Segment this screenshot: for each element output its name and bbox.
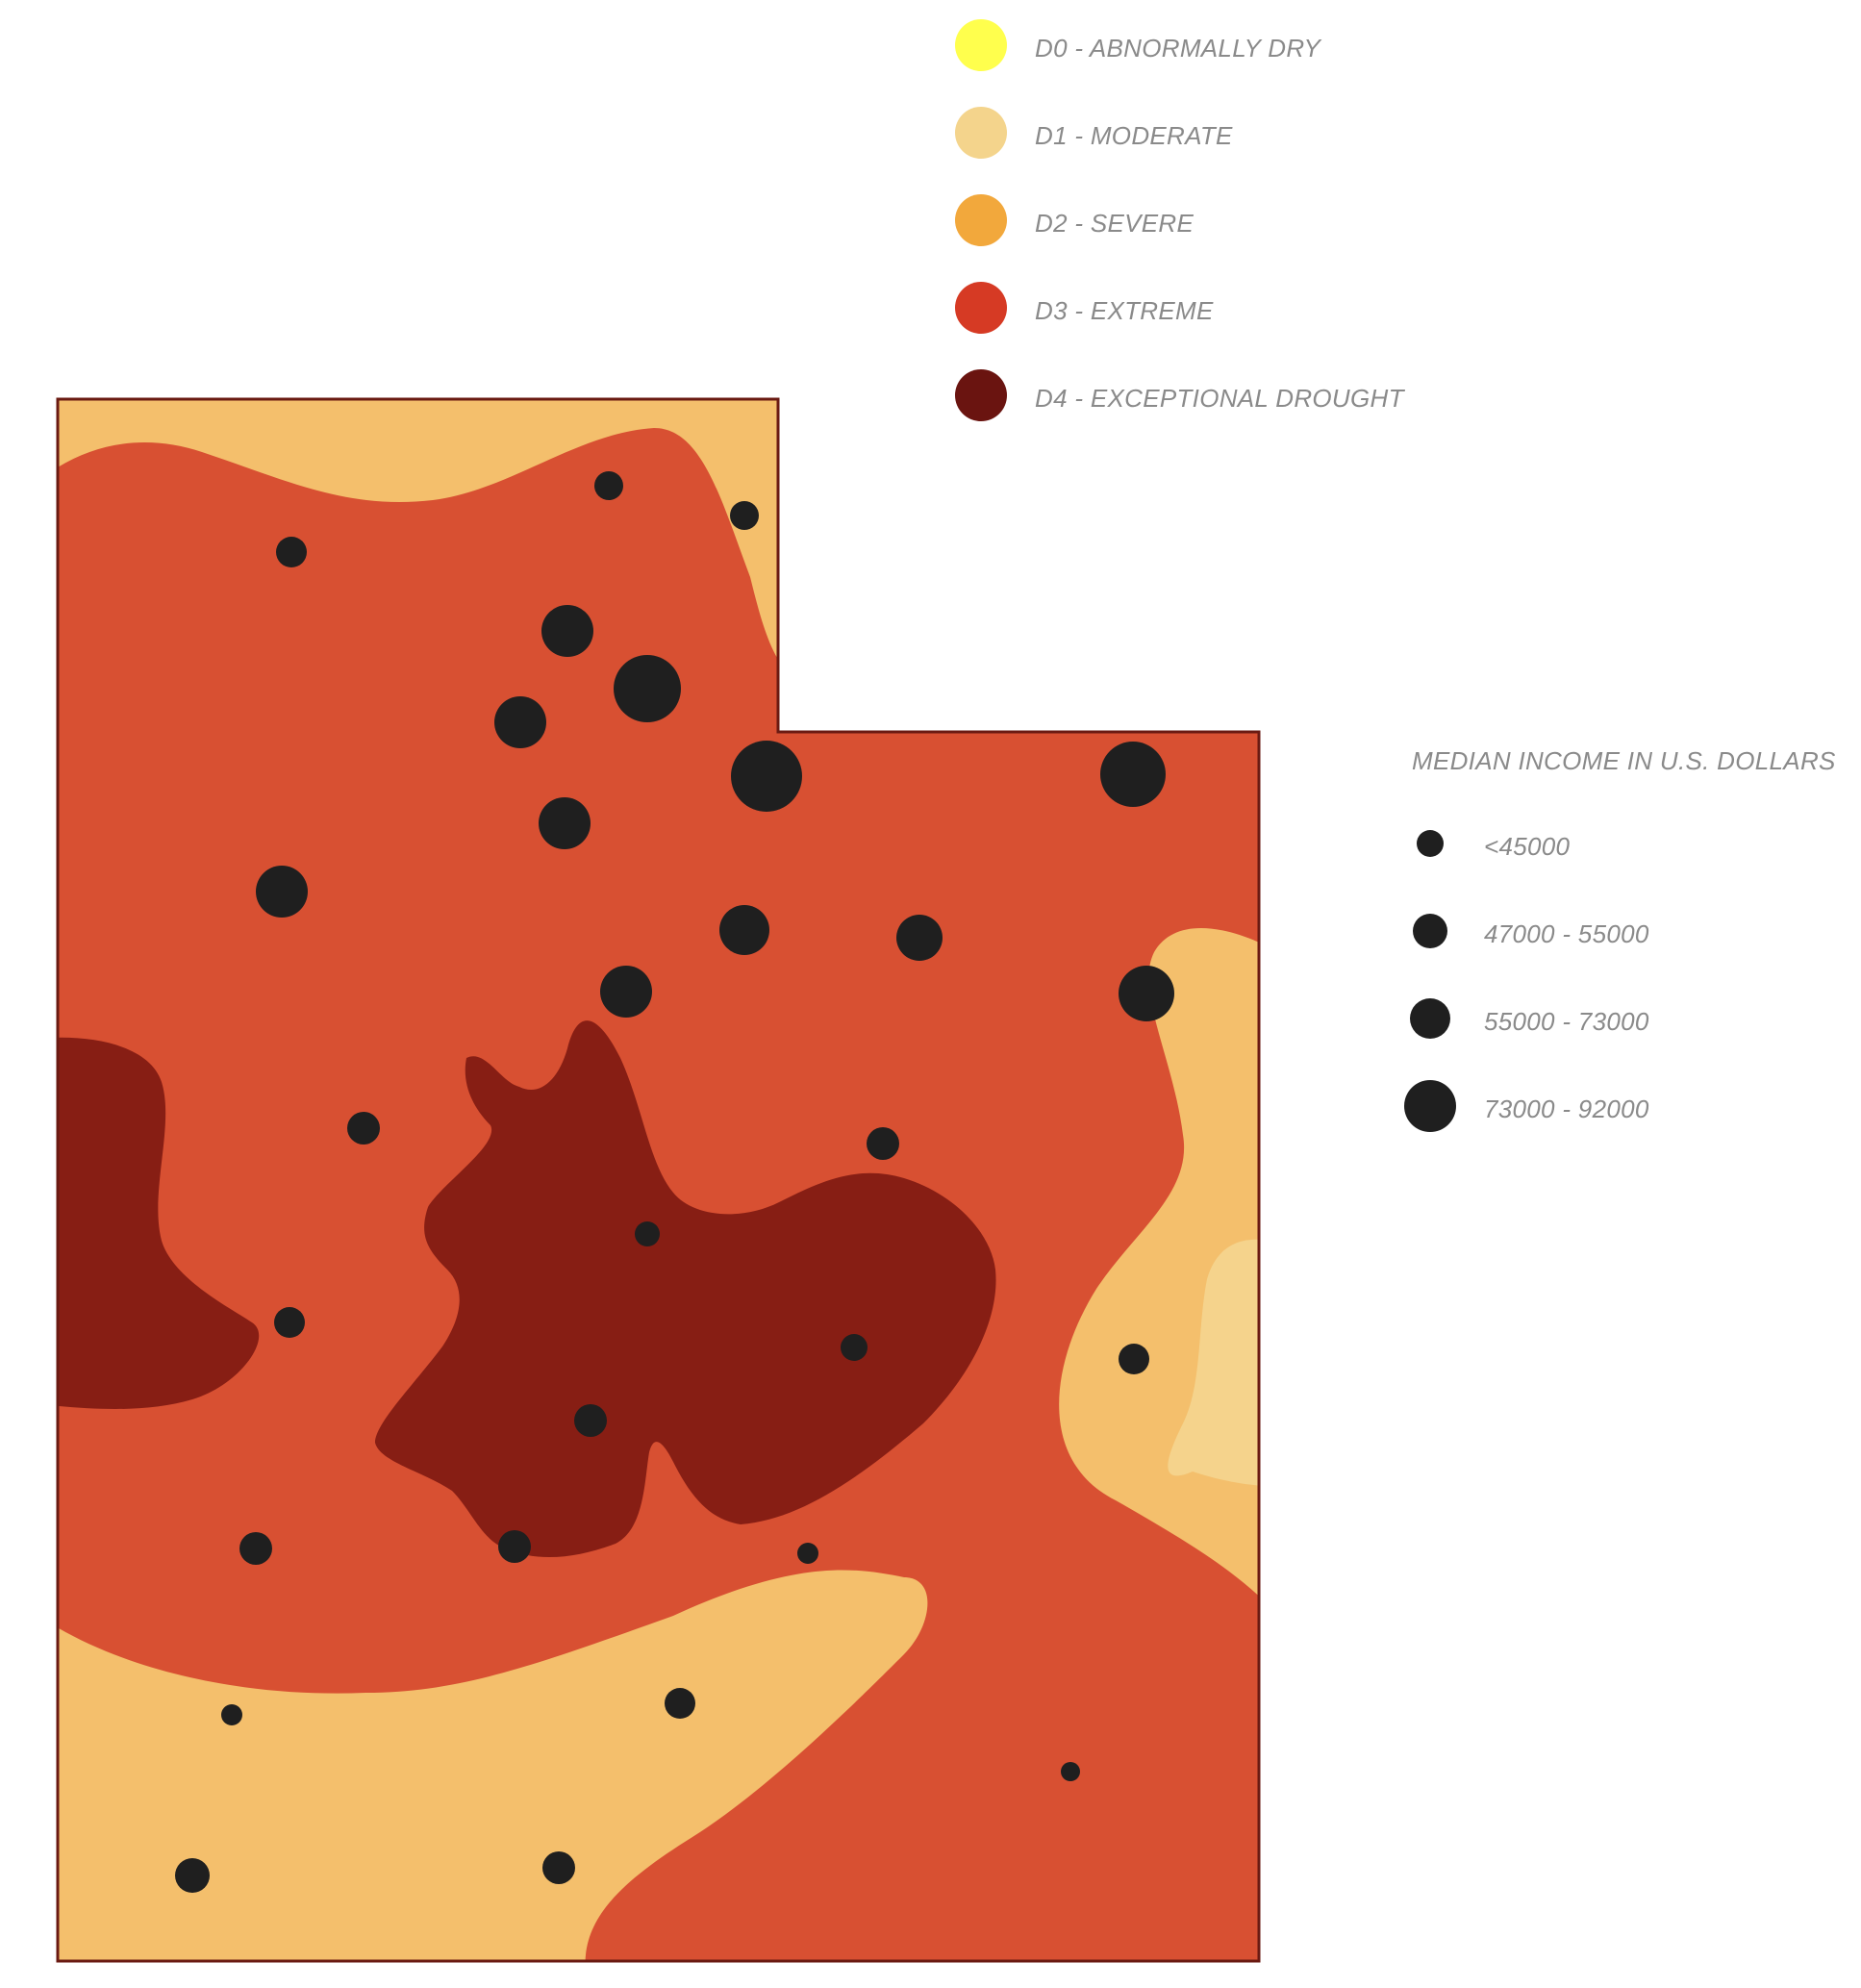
legend-label-d0: D0 - ABNORMALLY DRY [1035,34,1321,63]
income-dot[interactable] [600,966,652,1018]
state-outline [56,397,1261,1963]
legend-swatch-d3 [955,282,1007,334]
income-legend: MEDIAN INCOME IN U.S. DOLLARS <45000 470… [1404,746,1836,1132]
income-dot[interactable] [542,1851,575,1884]
exceptional-drought-central [375,1020,996,1558]
income-dot[interactable] [614,655,681,722]
income-legend-dot-1 [1417,830,1444,857]
income-dot[interactable] [347,1112,380,1145]
income-legend-title: MEDIAN INCOME IN U.S. DOLLARS [1412,746,1836,775]
income-dot[interactable] [175,1858,210,1893]
income-dot[interactable] [1119,1344,1149,1374]
income-dot[interactable] [221,1704,242,1725]
drought-legend: D0 - ABNORMALLY DRY D1 - MODERATE D2 - S… [955,19,1406,421]
income-legend-item-1: <45000 [1417,830,1571,861]
income-dot[interactable] [498,1530,531,1563]
income-legend-item-2: 47000 - 55000 [1413,914,1649,948]
legend-swatch-d1 [955,107,1007,159]
income-legend-label-2: 47000 - 55000 [1484,919,1649,948]
income-dot[interactable] [239,1532,272,1565]
income-dot[interactable] [867,1127,899,1160]
income-legend-label-1: <45000 [1484,832,1571,861]
income-dot[interactable] [494,696,546,748]
income-dot[interactable] [256,866,308,918]
income-legend-label-4: 73000 - 92000 [1484,1095,1649,1123]
income-dot[interactable] [841,1334,868,1361]
income-dot[interactable] [797,1543,818,1564]
income-legend-item-4: 73000 - 92000 [1404,1080,1649,1132]
income-dot[interactable] [1100,742,1166,807]
income-legend-item-3: 55000 - 73000 [1410,998,1649,1039]
income-dot[interactable] [541,605,593,657]
income-legend-dot-4 [1404,1080,1456,1132]
income-dot[interactable] [276,537,307,567]
legend-label-d1: D1 - MODERATE [1035,121,1233,150]
income-legend-dot-2 [1413,914,1447,948]
legend-label-d4: D4 - EXCEPTIONAL DROUGHT [1035,384,1406,413]
income-dot[interactable] [730,501,759,530]
income-legend-dot-3 [1410,998,1450,1039]
legend-swatch-d2 [955,194,1007,246]
income-dot[interactable] [539,797,591,849]
legend-label-d2: D2 - SEVERE [1035,209,1194,238]
income-dot[interactable] [274,1307,305,1338]
moderate-drought-region [1168,1239,1259,1486]
income-dot[interactable] [665,1688,695,1719]
state-map [58,399,1259,1961]
income-dot[interactable] [719,905,769,955]
legend-label-d3: D3 - EXTREME [1035,296,1214,325]
legend-item-d3: D3 - EXTREME [955,282,1214,334]
income-dot[interactable] [1061,1762,1080,1781]
income-dot[interactable] [594,471,623,500]
income-dots [175,471,1174,1893]
income-legend-label-3: 55000 - 73000 [1484,1007,1649,1036]
income-dot[interactable] [731,741,802,812]
income-dot[interactable] [574,1404,607,1437]
income-dot[interactable] [635,1221,660,1246]
legend-swatch-d0 [955,19,1007,71]
legend-item-d1: D1 - MODERATE [955,107,1233,159]
legend-item-d2: D2 - SEVERE [955,194,1194,246]
income-dot[interactable] [896,915,943,961]
legend-swatch-d4 [955,369,1007,421]
exceptional-drought-west [58,1037,260,1409]
income-dot[interactable] [1119,966,1174,1021]
legend-item-d0: D0 - ABNORMALLY DRY [955,19,1321,71]
legend-item-d4: D4 - EXCEPTIONAL DROUGHT [955,369,1406,421]
